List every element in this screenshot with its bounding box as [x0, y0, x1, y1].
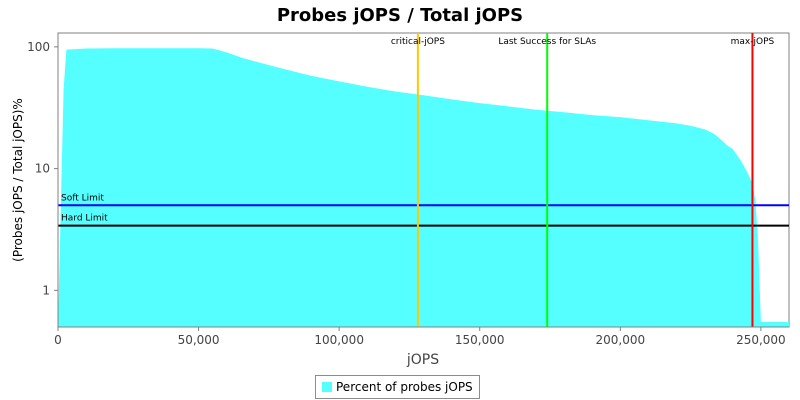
series-area-probes-jops: [58, 48, 789, 327]
y-tick-label: 10: [35, 162, 50, 176]
legend-swatch: [322, 382, 332, 392]
x-axis-ticks: 0 50,000 100,000 150,000 200,000 250,000: [54, 327, 786, 347]
chart-title: Probes jOPS / Total jOPS: [277, 5, 523, 26]
horizontal-markers: Soft Limit Hard Limit: [58, 193, 789, 227]
h-marker-label-0: Soft Limit: [61, 193, 104, 203]
y-tick-label: 1: [42, 283, 50, 297]
h-marker-label-1: Hard Limit: [61, 214, 108, 224]
v-marker-label-2: max-jOPS: [731, 37, 775, 47]
legend: Percent of probes jOPS: [315, 375, 480, 399]
y-tick-label: 100: [27, 40, 50, 54]
x-tick-label: 250,000: [736, 333, 786, 347]
v-marker-label-0: critical-jOPS: [391, 37, 445, 47]
legend-label: Percent of probes jOPS: [336, 380, 473, 394]
vertical-markers: critical-jOPS Last Success for SLAs max-jO…: [391, 33, 775, 327]
x-axis-label: jOPS: [406, 352, 439, 368]
x-tick-label: 0: [54, 333, 62, 347]
y-axis-ticks: 1 10 100: [27, 40, 58, 297]
v-marker-label-1: Last Success for SLAs: [498, 37, 596, 47]
x-tick-label: 150,000: [455, 333, 505, 347]
x-tick-label: 100,000: [314, 333, 364, 347]
y-axis-label: (Probes jOPS / Total jOPS)%: [11, 98, 25, 262]
x-tick-label: 50,000: [178, 333, 220, 347]
x-tick-label: 200,000: [595, 333, 645, 347]
